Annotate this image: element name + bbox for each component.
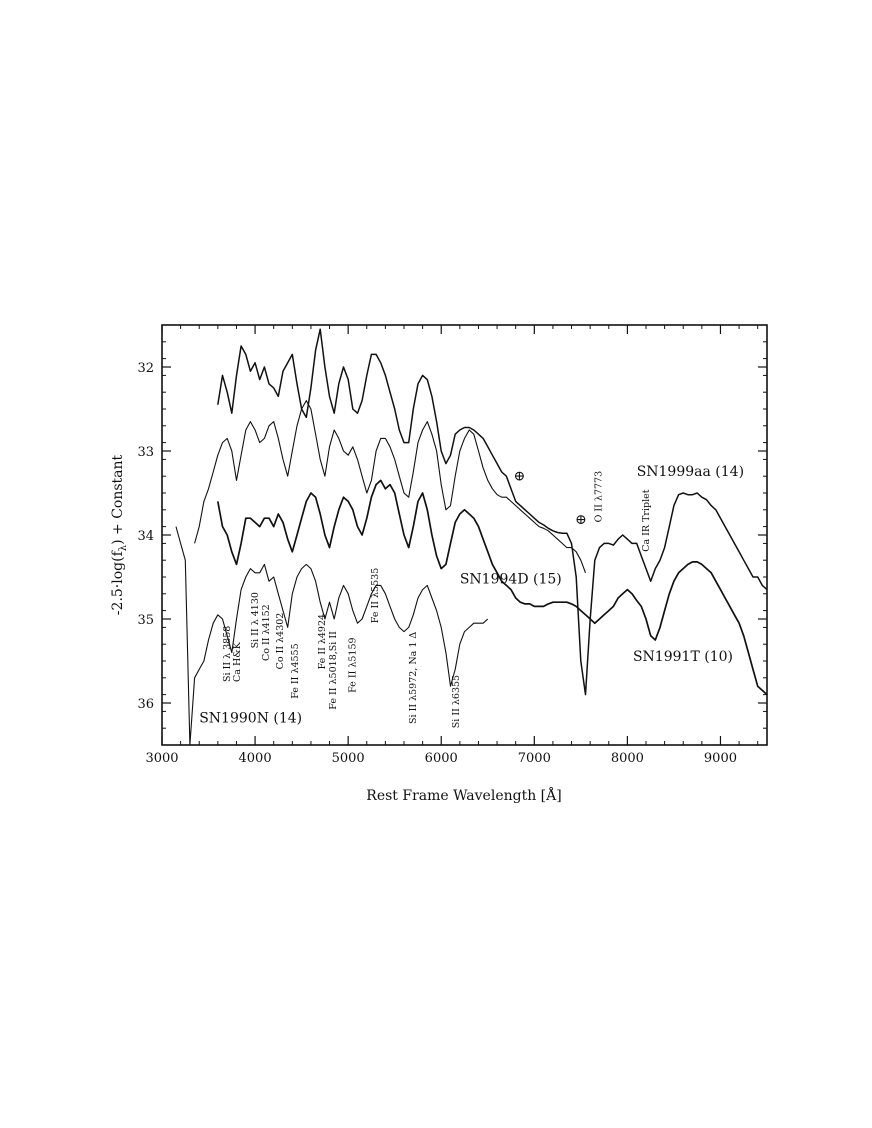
x-tick-label: 4000 [239,751,272,766]
line-id-label: Fe II λ5159 [348,637,359,692]
line-id-label: Fe II λ4924 [317,614,328,669]
line-id-label: Si II λ 4130 [250,592,261,648]
y-axis-label-main: -2.5·log(f [110,549,126,615]
series-line-3 [216,479,768,696]
series-label: SN1990N (14) [199,710,302,726]
plot-frame [161,324,768,746]
line-id-label: Si II λ 3858 [222,626,233,682]
line-id-label: Ca IR Triplet [641,489,652,552]
y-axis-label-sub: λ [118,544,129,551]
y-tick-label: 34 [137,529,154,544]
line-id-label: Si II λ5972, Na 1 Δ [408,632,419,724]
x-tick-label: 9000 [704,751,737,766]
series-line-2 [194,400,587,573]
x-tick-label: 3000 [145,751,178,766]
x-axis-label: Rest Frame Wavelength [Å] [366,786,561,804]
y-tick-label: 33 [137,445,154,460]
y-tick-label: 32 [137,361,154,376]
series-label: SN1994D (15) [460,572,562,588]
y-axis-label: -2.5·log(fλ) + Constant [110,454,129,615]
line-id-label: Fe II λ4555 [290,643,301,698]
series-label: SN1991T (10) [633,649,733,665]
chart-labels: SN1999aa (14) SN1994D (15) SN1991T (10) SN1… [199,464,744,728]
series-line-1 [217,328,768,696]
x-tick-label: 7000 [518,751,551,766]
x-tick-label: 6000 [425,751,458,766]
line-id-label: Fe II λ5535 [370,568,381,623]
telluric-symbol: ⊕ [514,468,526,484]
series-label: SN1999aa (14) [637,464,744,480]
line-id-label: Fe II λ5018,Si II [328,631,339,710]
x-tick-label: 5000 [332,751,365,766]
line-id-label: Si II λ6355 [451,675,462,728]
line-id-label: O II λ7773 [593,471,604,523]
line-id-label: Co II λ4302 [275,613,286,670]
x-tick-label: 8000 [611,751,644,766]
line-id-label: Ca H&K [232,641,243,682]
y-tick-label: 35 [137,613,154,628]
telluric-symbol: ⊕ [575,512,587,528]
y-tick-label: 36 [137,697,154,712]
axis-ticks: 3000 4000 5000 6000 7000 8000 9000 32 33 34 35 36 [137,324,767,766]
spectra-series [175,328,768,746]
line-id-label: Co II λ4152 [261,604,272,661]
y-axis-label-rest: ) + Constant [110,454,126,544]
series-line-4 [175,526,489,746]
